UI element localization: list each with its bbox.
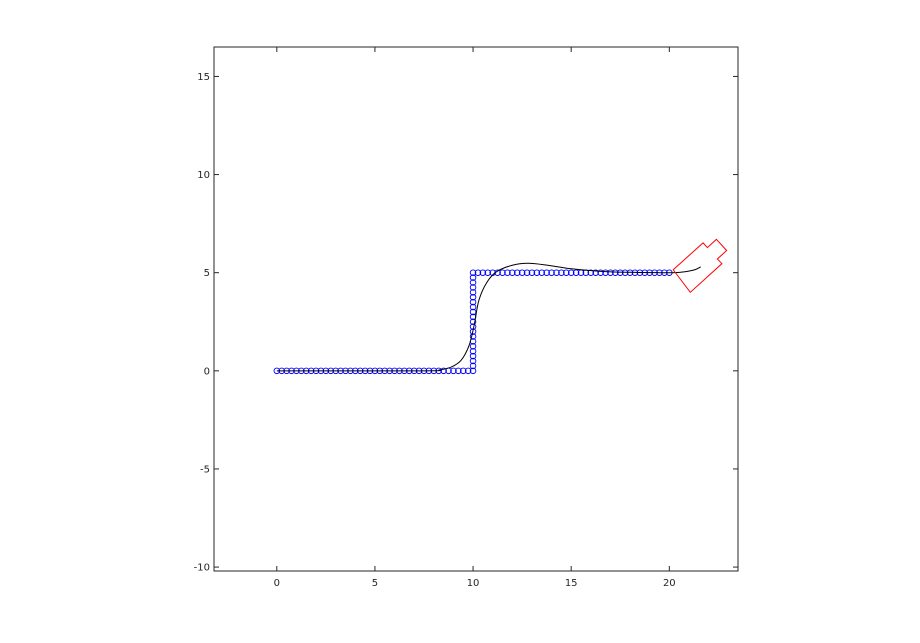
y-tick-label: 5	[204, 268, 210, 279]
waypoint-marker	[440, 367, 447, 375]
waypoint-marker	[513, 269, 521, 276]
waypoint-marker	[455, 367, 462, 375]
waypoint-marker	[587, 269, 595, 276]
axes-background	[214, 47, 738, 571]
waypoint-marker	[563, 269, 570, 276]
waypoint-marker	[616, 269, 624, 276]
waypoint-marker	[450, 367, 457, 375]
waypoint-marker	[469, 333, 477, 340]
waypoint-marker	[459, 367, 467, 375]
waypoint-marker	[528, 269, 536, 276]
axes-box	[213, 46, 739, 572]
waypoint-marker	[533, 269, 541, 276]
waypoint-marker	[509, 269, 516, 276]
waypoint-marker	[469, 367, 477, 375]
axis-tick-labels: 0 5 10 15 20 -10 -5 0 5 10 15	[194, 72, 676, 589]
waypoint-marker	[504, 269, 511, 276]
waypoint-marker	[474, 269, 482, 276]
waypoint-marker	[592, 269, 599, 276]
x-tick-label: 5	[372, 578, 378, 589]
waypoint-marker	[469, 289, 477, 296]
waypoint-marker	[538, 269, 545, 276]
waypoint-marker	[484, 269, 492, 276]
y-tick-label: 15	[197, 72, 210, 83]
waypoint-marker	[469, 274, 477, 281]
x-tick-label: 15	[565, 578, 578, 589]
waypoint-marker	[469, 343, 477, 350]
waypoint-marker	[479, 269, 487, 276]
waypoint-marker	[469, 303, 477, 311]
waypoint-marker	[553, 269, 560, 276]
waypoint-marker	[469, 279, 477, 286]
waypoint-marker	[469, 318, 477, 326]
waypoint-marker	[469, 284, 477, 291]
waypoint-marker	[602, 269, 609, 276]
x-tick-label: 20	[663, 578, 676, 589]
x-tick-label: 0	[274, 578, 280, 589]
waypoint-marker	[567, 269, 575, 276]
waypoint-marker	[469, 347, 477, 355]
vehicle-outline	[672, 238, 728, 294]
waypoint-marker	[543, 269, 550, 276]
waypoint-marker	[518, 269, 526, 276]
waypoint-marker	[469, 308, 477, 316]
y-tick-label: -10	[194, 563, 210, 574]
trajectory-line	[276, 262, 701, 372]
waypoint-marker	[558, 269, 565, 276]
axis-ticks	[214, 47, 738, 571]
waypoint-marker	[469, 298, 477, 306]
waypoint-marker	[469, 293, 477, 301]
waypoint-marker	[523, 269, 531, 276]
waypoint-marker	[499, 269, 506, 276]
y-tick-label: -5	[200, 464, 210, 475]
waypoint-marker	[469, 352, 477, 360]
waypoint-marker	[469, 357, 477, 365]
y-tick-label: 0	[204, 366, 210, 377]
waypoint-marker	[469, 362, 477, 370]
waypoint-marker	[548, 269, 555, 276]
waypoint-marker	[612, 269, 619, 276]
waypoint-marker	[572, 269, 580, 276]
y-tick-label: 10	[197, 170, 210, 181]
waypoint-marker	[607, 269, 614, 276]
x-tick-label: 10	[467, 578, 480, 589]
waypoint-marker	[597, 269, 604, 276]
waypoint-marker	[469, 269, 477, 276]
waypoint-marker	[464, 367, 472, 375]
